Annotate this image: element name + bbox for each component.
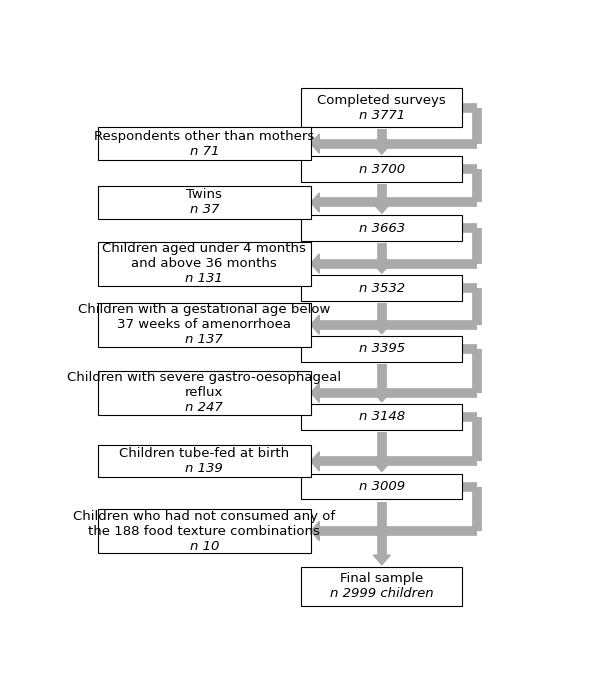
- FancyBboxPatch shape: [301, 215, 463, 241]
- Text: n 3700: n 3700: [359, 163, 405, 176]
- Text: Children with a gestational age below: Children with a gestational age below: [78, 303, 331, 316]
- Polygon shape: [373, 324, 390, 334]
- Text: Final sample: Final sample: [340, 572, 423, 585]
- Polygon shape: [373, 555, 390, 564]
- Polygon shape: [373, 145, 390, 155]
- FancyBboxPatch shape: [98, 187, 311, 219]
- Text: n 137: n 137: [185, 333, 223, 346]
- FancyBboxPatch shape: [98, 445, 311, 477]
- Text: the 188 food texture combinations: the 188 food texture combinations: [88, 525, 320, 537]
- FancyBboxPatch shape: [301, 276, 463, 301]
- Text: Twins: Twins: [186, 189, 222, 201]
- Text: Respondents other than mothers: Respondents other than mothers: [94, 129, 314, 143]
- Polygon shape: [373, 264, 390, 274]
- Text: Completed surveys: Completed surveys: [318, 94, 446, 106]
- FancyBboxPatch shape: [98, 509, 311, 553]
- Polygon shape: [373, 393, 390, 402]
- Text: n 247: n 247: [185, 402, 223, 414]
- Text: n 3663: n 3663: [359, 222, 405, 235]
- Polygon shape: [311, 134, 320, 153]
- FancyBboxPatch shape: [301, 88, 463, 127]
- FancyBboxPatch shape: [98, 127, 311, 159]
- Text: n 3771: n 3771: [359, 109, 405, 122]
- Text: n 2999 children: n 2999 children: [330, 587, 434, 600]
- Text: n 3532: n 3532: [359, 282, 405, 294]
- FancyBboxPatch shape: [301, 157, 463, 182]
- FancyBboxPatch shape: [98, 303, 311, 347]
- Text: reflux: reflux: [185, 386, 224, 400]
- FancyBboxPatch shape: [301, 336, 463, 362]
- Polygon shape: [311, 254, 320, 274]
- FancyBboxPatch shape: [98, 242, 311, 285]
- Text: n 71: n 71: [189, 145, 219, 157]
- Text: 37 weeks of amenorrhoea: 37 weeks of amenorrhoea: [117, 318, 291, 331]
- Polygon shape: [373, 203, 390, 213]
- Text: Children who had not consumed any of: Children who had not consumed any of: [73, 509, 335, 523]
- Polygon shape: [373, 462, 390, 471]
- Polygon shape: [311, 452, 320, 471]
- Text: n 3395: n 3395: [359, 342, 405, 355]
- Polygon shape: [311, 193, 320, 212]
- FancyBboxPatch shape: [301, 567, 463, 606]
- Text: n 131: n 131: [185, 272, 223, 285]
- Text: Children tube-fed at birth: Children tube-fed at birth: [119, 448, 289, 460]
- Polygon shape: [311, 315, 320, 334]
- FancyBboxPatch shape: [301, 474, 463, 500]
- Polygon shape: [311, 383, 320, 402]
- Text: Children with severe gastro-oesophageal: Children with severe gastro-oesophageal: [67, 371, 342, 384]
- Text: n 3148: n 3148: [359, 411, 405, 423]
- Text: n 10: n 10: [189, 539, 219, 553]
- Text: Children aged under 4 months: Children aged under 4 months: [102, 242, 306, 255]
- Text: n 37: n 37: [189, 203, 219, 216]
- Text: n 139: n 139: [185, 462, 223, 475]
- FancyBboxPatch shape: [301, 404, 463, 429]
- FancyBboxPatch shape: [98, 371, 311, 415]
- Text: and above 36 months: and above 36 months: [131, 257, 277, 270]
- Text: n 3009: n 3009: [359, 480, 405, 493]
- Polygon shape: [311, 521, 320, 541]
